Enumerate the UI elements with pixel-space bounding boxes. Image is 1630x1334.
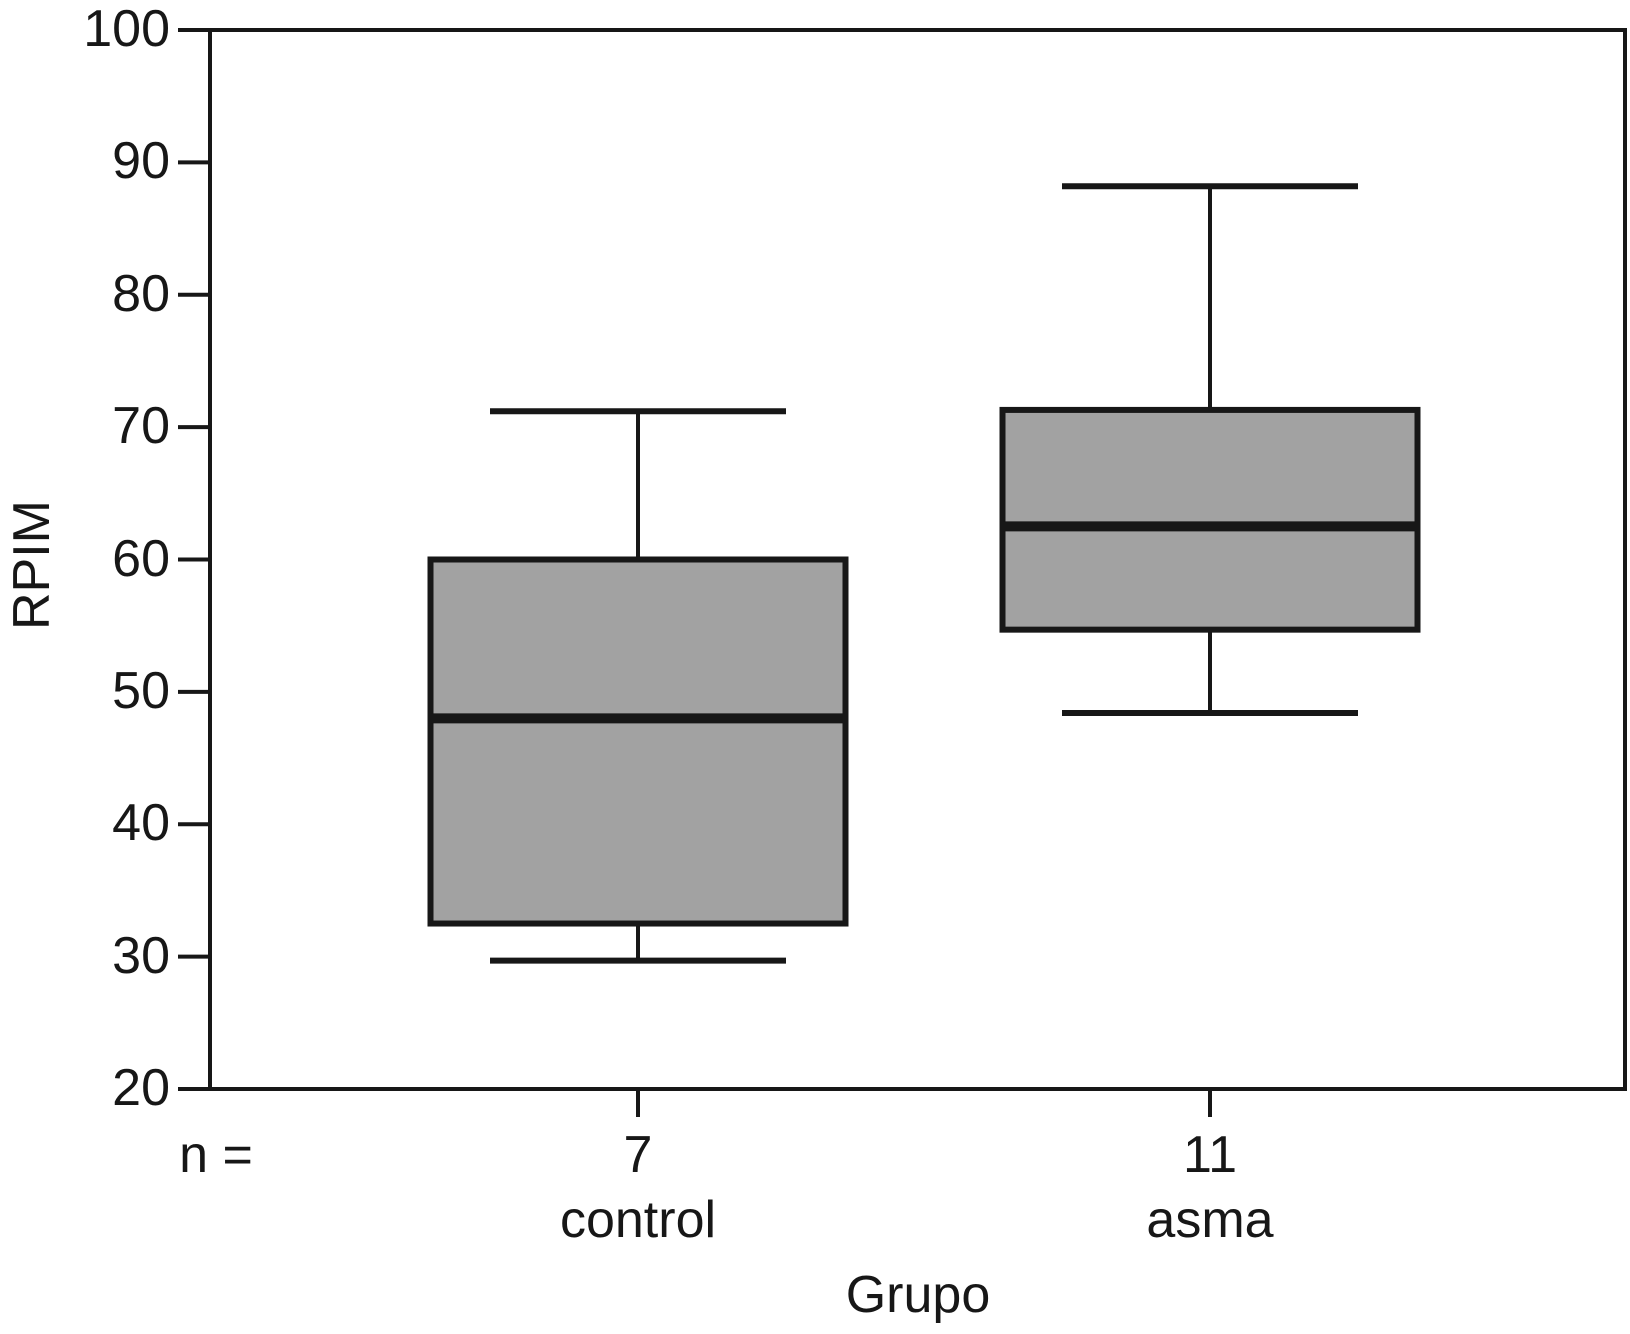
iqr-box <box>999 406 1421 633</box>
y-tick-label: 60 <box>112 529 170 588</box>
iqr-box <box>427 556 849 927</box>
y-tick-label: 30 <box>112 926 170 985</box>
group-n-count: 7 <box>623 1126 653 1184</box>
n-equals-label: n = <box>179 1126 253 1184</box>
group-n-count: 11 <box>1183 1126 1237 1184</box>
y-tick-label: 20 <box>112 1058 170 1117</box>
y-tick-label: 100 <box>83 0 170 58</box>
y-tick-label: 70 <box>112 397 170 456</box>
group-category-label: asma <box>1146 1191 1274 1249</box>
x-axis-title: Grupo <box>845 1266 991 1324</box>
y-tick-label: 80 <box>112 264 170 323</box>
y-tick-label: 90 <box>112 132 170 191</box>
y-tick-label: 50 <box>112 661 170 720</box>
y-tick-label: 40 <box>112 794 170 853</box>
group-category-label: control <box>559 1191 717 1249</box>
